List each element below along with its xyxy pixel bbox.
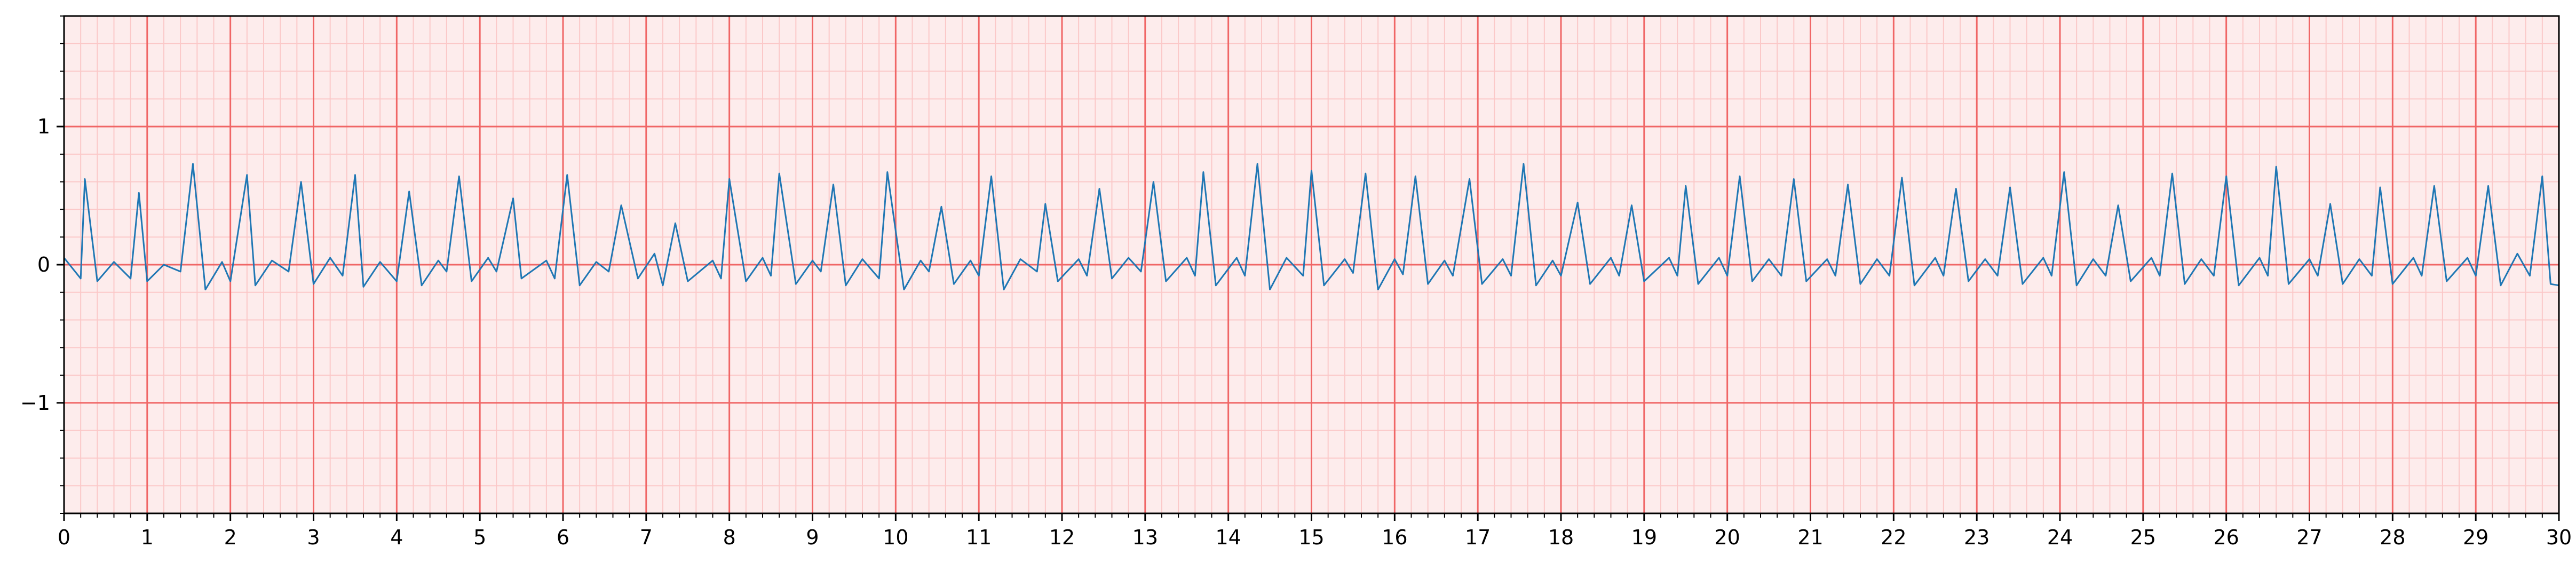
x-tick-label: 19 <box>1631 526 1657 549</box>
y-tick-label: −1 <box>20 391 50 415</box>
y-tick-label: 1 <box>37 115 50 138</box>
x-tick-label: 13 <box>1132 526 1158 549</box>
x-tick-label: 14 <box>1215 526 1241 549</box>
x-tick-label: 25 <box>2130 526 2156 549</box>
series-layer <box>63 163 2559 291</box>
x-tick-label: 18 <box>1548 526 1574 549</box>
y-tick-label: 0 <box>37 253 50 276</box>
x-tick-label: 11 <box>966 526 992 549</box>
x-tick-label: 5 <box>473 526 486 549</box>
x-tick-label: 9 <box>806 526 819 549</box>
x-tick-label: 20 <box>1714 526 1740 549</box>
x-tick-label: 15 <box>1298 526 1324 549</box>
x-tick-label: 16 <box>1382 526 1407 549</box>
x-tick-label: 10 <box>883 526 908 549</box>
x-tick-label: 27 <box>2296 526 2322 549</box>
x-tick-label: 6 <box>557 526 569 549</box>
ecg-trace-line <box>63 163 2559 291</box>
major-grid <box>63 16 2560 513</box>
x-tick-label: 22 <box>1881 526 1906 549</box>
x-tick-label: 1 <box>141 526 154 549</box>
x-tick-label: 12 <box>1049 526 1075 549</box>
x-tick-label: 24 <box>2047 526 2073 549</box>
x-tick-label: 17 <box>1465 526 1491 549</box>
x-tick-label: 28 <box>2380 526 2405 549</box>
x-tick-label: 29 <box>2463 526 2488 549</box>
x-tick-label: 8 <box>723 526 736 549</box>
x-tick-label: 3 <box>307 526 320 549</box>
x-tick-label: 30 <box>2546 526 2572 549</box>
x-tick-label: 4 <box>390 526 403 549</box>
x-tick-label: 7 <box>640 526 653 549</box>
x-tick-label: 23 <box>1964 526 1990 549</box>
x-tick-label: 21 <box>1797 526 1823 549</box>
y-axis: −1 0 1 <box>20 15 64 514</box>
x-tick-label: 26 <box>2213 526 2239 549</box>
x-tick-label: 0 <box>58 526 70 549</box>
x-tick-label: 2 <box>224 526 237 549</box>
x-axis: 0 1 2 3 4 5 6 7 8 9 10 11 12 13 14 15 16 17 18 19 20 21 22 23 24… <box>58 513 2572 549</box>
